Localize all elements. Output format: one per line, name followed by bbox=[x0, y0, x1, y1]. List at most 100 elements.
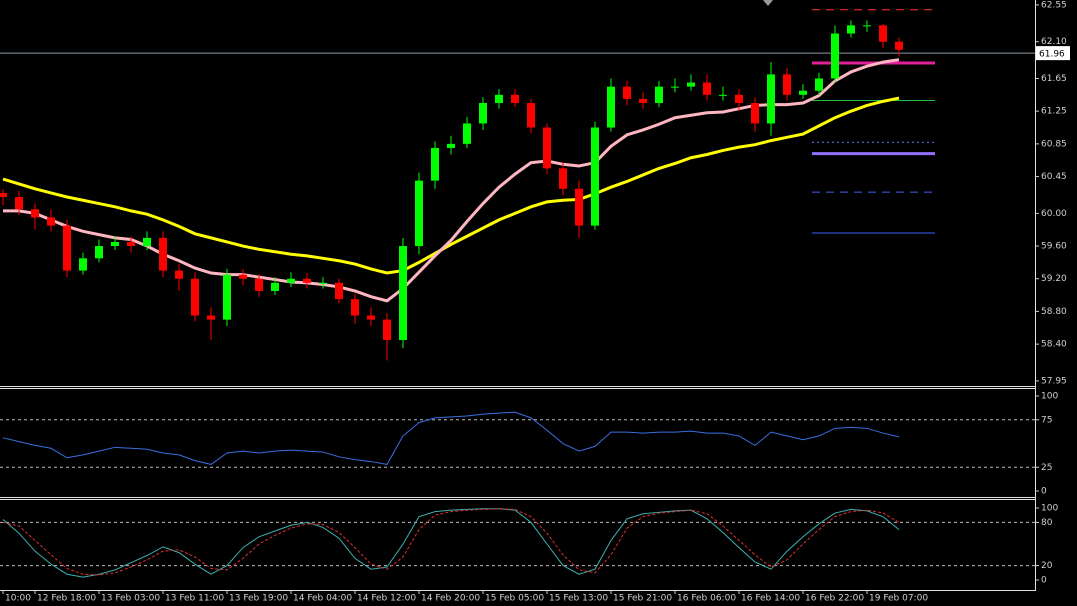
y-tick-label: 62.10 bbox=[1041, 37, 1067, 47]
y-tick-label: 80 bbox=[1041, 518, 1053, 528]
x-tick-label: 16 Feb 14:00 bbox=[741, 594, 800, 604]
candle-body bbox=[351, 299, 359, 316]
y-tick-label: 60.45 bbox=[1041, 172, 1067, 182]
candle-body bbox=[511, 94, 519, 103]
indicator-line bbox=[2, 508, 900, 576]
candle-body bbox=[0, 192, 7, 197]
x-tick-label: 12 Feb 18:00 bbox=[37, 594, 96, 604]
candle-body bbox=[127, 241, 135, 247]
candle-body bbox=[559, 168, 567, 189]
candle-body bbox=[703, 82, 711, 95]
candle-body bbox=[31, 209, 39, 218]
candle-body bbox=[655, 86, 663, 103]
y-tick-label: 75 bbox=[1041, 415, 1052, 425]
y-tick-label: 57.95 bbox=[1041, 376, 1067, 386]
candle-body bbox=[159, 237, 167, 271]
candle-body bbox=[575, 188, 583, 226]
candle-body bbox=[175, 270, 183, 279]
y-tick-label: 61.65 bbox=[1041, 74, 1067, 84]
candle-body bbox=[847, 25, 855, 34]
indicator-line bbox=[2, 96, 900, 275]
candle-body bbox=[367, 315, 375, 320]
candle-body bbox=[623, 86, 631, 99]
y-tick-label: 25 bbox=[1041, 463, 1052, 473]
candle-body bbox=[111, 241, 119, 247]
candle-body bbox=[303, 278, 311, 283]
candle-body bbox=[815, 78, 823, 91]
candle-body bbox=[287, 278, 295, 283]
y-tick-label: 61.25 bbox=[1041, 107, 1067, 117]
candle-body bbox=[783, 74, 791, 95]
candle-body bbox=[799, 90, 807, 95]
candle-body bbox=[767, 74, 775, 124]
y-tick-label: 59.60 bbox=[1041, 242, 1067, 252]
current-price-box bbox=[1036, 46, 1070, 61]
y-tick-label: 60.00 bbox=[1041, 209, 1067, 219]
candle-body bbox=[543, 127, 551, 169]
y-tick-label: 0 bbox=[1041, 575, 1047, 585]
candle-body bbox=[735, 94, 743, 103]
candle-body bbox=[607, 86, 615, 128]
candle-body bbox=[239, 274, 247, 279]
y-tick-label: 62.55 bbox=[1041, 0, 1067, 10]
x-tick-label: 13 Feb 19:00 bbox=[229, 594, 288, 604]
x-tick-label: 19 Feb 07:00 bbox=[869, 594, 928, 604]
y-tick-label: 0 bbox=[1041, 487, 1047, 497]
candle-body bbox=[879, 25, 887, 42]
y-tick-label: 58.80 bbox=[1041, 307, 1067, 317]
x-tick-label: 16 Feb 22:00 bbox=[805, 594, 864, 604]
candle-body bbox=[383, 319, 391, 341]
candle-body bbox=[271, 282, 279, 291]
candle-body bbox=[335, 282, 343, 300]
candle-body bbox=[479, 102, 487, 124]
y-tick-label: 60.85 bbox=[1041, 139, 1067, 149]
indicator-line bbox=[2, 508, 900, 578]
x-tick-label: 13 Feb 11:00 bbox=[165, 594, 224, 604]
candle-body bbox=[255, 278, 263, 291]
candle-body bbox=[447, 143, 455, 148]
x-tick-label: 16 Feb 06:00 bbox=[677, 594, 736, 604]
candle-body bbox=[95, 246, 103, 259]
candle-body bbox=[15, 196, 23, 210]
candle-body bbox=[719, 94, 727, 96]
candle-body bbox=[47, 217, 55, 226]
candle-body bbox=[639, 98, 647, 103]
candle-body bbox=[143, 237, 151, 247]
candle-body bbox=[415, 180, 423, 247]
x-tick-label: 14 Feb 20:00 bbox=[421, 594, 480, 604]
y-tick-label: 20 bbox=[1041, 561, 1053, 571]
x-tick-label: 15 Feb 21:00 bbox=[613, 594, 672, 604]
candle-body bbox=[831, 33, 839, 79]
candle-body bbox=[399, 246, 407, 341]
x-tick-label: 15 Feb 05:00 bbox=[485, 594, 544, 604]
candle-body bbox=[319, 282, 327, 284]
indicator-line bbox=[2, 411, 900, 465]
candle-body bbox=[431, 147, 439, 181]
x-tick-label: 15 Feb 13:00 bbox=[549, 594, 608, 604]
x-tick-label: 14 Feb 12:00 bbox=[357, 594, 416, 604]
indicator-line bbox=[3, 58, 900, 303]
candle-body bbox=[895, 41, 903, 50]
x-tick-label: 14 Feb 04:00 bbox=[293, 594, 352, 604]
candle-body bbox=[687, 82, 695, 87]
y-tick-label: 59.20 bbox=[1041, 274, 1067, 284]
candle-body bbox=[463, 123, 471, 144]
y-tick-label: 100 bbox=[1041, 392, 1058, 402]
candle-body bbox=[495, 94, 503, 103]
y-tick-label: 100 bbox=[1041, 503, 1058, 513]
candle-body bbox=[591, 127, 599, 226]
x-tick-label: 13 Feb 03:00 bbox=[101, 594, 160, 604]
candle-body bbox=[671, 86, 679, 88]
x-tick-label: 10:00 bbox=[5, 594, 31, 604]
candle-body bbox=[63, 225, 71, 271]
candle-body bbox=[751, 102, 759, 124]
candle-body bbox=[79, 258, 87, 271]
candle-body bbox=[863, 25, 871, 27]
scroll-marker bbox=[763, 0, 773, 6]
y-tick-label: 58.40 bbox=[1041, 340, 1067, 350]
candle-body bbox=[527, 102, 535, 128]
current-price-label: 61.96 bbox=[1039, 50, 1065, 60]
